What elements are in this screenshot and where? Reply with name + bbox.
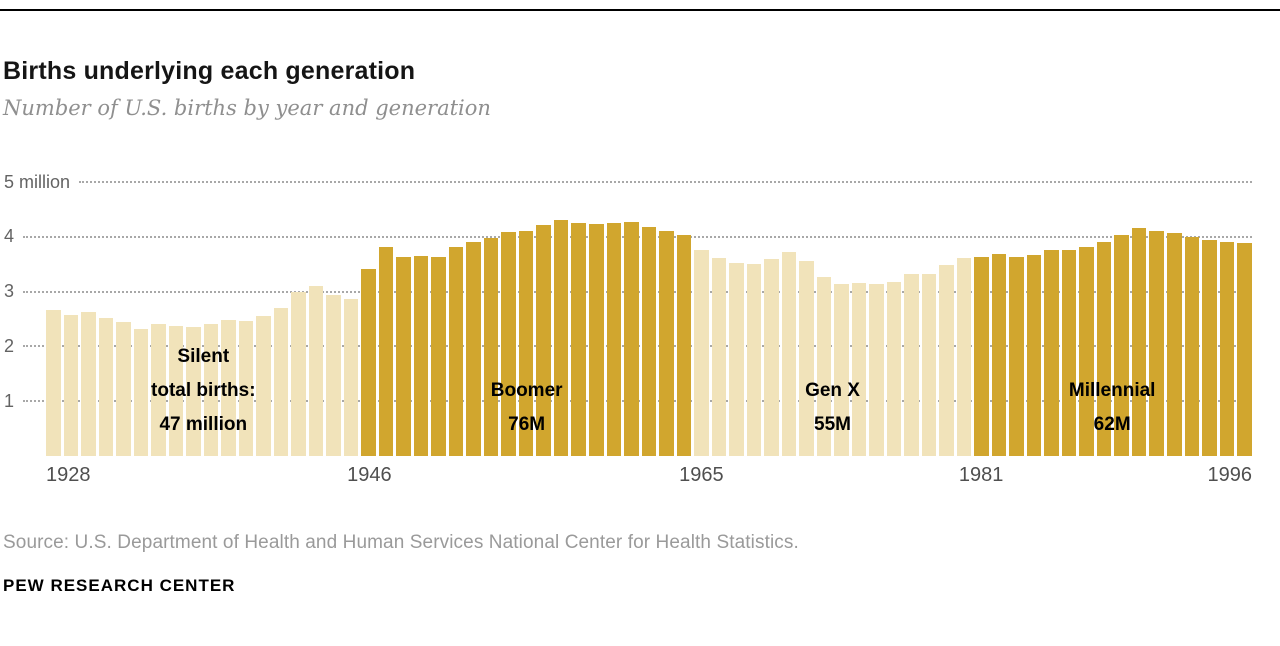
bar-1951 xyxy=(448,246,464,456)
bar-1937 xyxy=(203,323,219,456)
bar-1954 xyxy=(501,232,516,456)
bar-1973 xyxy=(834,283,849,456)
bar-1982 xyxy=(991,254,1007,456)
bar-1939 xyxy=(238,320,254,456)
gridline-dots xyxy=(79,181,1252,183)
bar-1989 xyxy=(1114,234,1129,456)
bar-1990 xyxy=(1131,228,1147,456)
bar-1984 xyxy=(1026,254,1042,456)
source-note: Source: U.S. Department of Health and Hu… xyxy=(3,532,799,553)
y-tick-label-5: 5 million xyxy=(4,171,71,192)
bar-1970 xyxy=(781,251,797,456)
bar-1995 xyxy=(1219,242,1235,456)
bar-1960 xyxy=(606,222,622,456)
bar-1949 xyxy=(413,255,429,456)
bar-1965 xyxy=(694,249,709,456)
gridline-5: 5 million xyxy=(4,171,1252,193)
bar-1941 xyxy=(273,308,289,456)
bar-1961 xyxy=(624,222,639,456)
x-tick-label-1965: 1965 xyxy=(679,464,724,486)
y-tick-label-1: 1 xyxy=(4,390,15,411)
bar-1938 xyxy=(221,319,236,456)
bar-1988 xyxy=(1096,241,1112,456)
bar-1946 xyxy=(361,269,376,456)
bar-1931 xyxy=(98,318,114,456)
bar-1955 xyxy=(518,231,534,456)
bar-1930 xyxy=(81,312,96,456)
bar-1933 xyxy=(133,329,149,456)
bar-1943 xyxy=(308,286,324,456)
bar-1934 xyxy=(151,324,166,456)
bar-1963 xyxy=(659,231,674,456)
x-tick-label-1946: 1946 xyxy=(347,464,392,486)
bars xyxy=(46,160,1252,456)
bar-1957 xyxy=(553,220,569,456)
bar-1948 xyxy=(396,256,411,456)
bar-1944 xyxy=(326,294,341,456)
top-rule xyxy=(0,9,1280,11)
bar-1967 xyxy=(729,263,744,456)
bar-1994 xyxy=(1202,239,1217,456)
bar-1979 xyxy=(939,264,954,456)
bar-1980 xyxy=(956,258,972,456)
bar-1987 xyxy=(1079,247,1094,456)
bar-1992 xyxy=(1167,232,1182,456)
bar-1942 xyxy=(291,292,306,456)
bar-1962 xyxy=(641,227,657,456)
bar-1978 xyxy=(921,273,937,456)
bar-1996 xyxy=(1237,242,1252,456)
y-tick-label-2: 2 xyxy=(4,335,15,356)
bar-1940 xyxy=(256,315,271,456)
bar-1993 xyxy=(1184,236,1200,456)
bar-1959 xyxy=(588,223,604,456)
bar-1929 xyxy=(63,314,79,456)
brand-footer: PEW RESEARCH CENTER xyxy=(3,576,236,595)
bar-1928 xyxy=(46,309,61,456)
bar-1966 xyxy=(711,258,727,456)
bar-1983 xyxy=(1009,256,1024,456)
bar-1932 xyxy=(116,322,131,456)
bar-1974 xyxy=(851,282,867,456)
bar-1956 xyxy=(536,224,551,456)
x-tick-label-1996: 1996 xyxy=(1207,464,1253,486)
bar-1971 xyxy=(799,260,814,456)
bar-1947 xyxy=(378,246,394,456)
page-title: Births underlying each generation xyxy=(3,56,416,85)
bar-1950 xyxy=(431,257,446,456)
bar-1991 xyxy=(1149,230,1164,456)
bar-1972 xyxy=(816,277,832,456)
bar-1936 xyxy=(186,326,201,456)
y-tick-label-3: 3 xyxy=(4,281,15,302)
bar-1975 xyxy=(869,283,884,456)
page-subtitle: Number of U.S. births by year and genera… xyxy=(3,96,491,120)
y-tick-label-4: 4 xyxy=(4,226,15,247)
bar-1935 xyxy=(168,325,184,456)
bar-1953 xyxy=(483,238,499,456)
x-axis: 1928 1946 1965 1981 1996 xyxy=(46,464,1252,490)
bar-1952 xyxy=(466,241,481,456)
bar-1986 xyxy=(1061,249,1077,456)
bar-1985 xyxy=(1044,249,1059,456)
bar-1945 xyxy=(343,299,359,456)
bar-1968 xyxy=(746,264,762,456)
bar-1964 xyxy=(676,235,692,456)
bar-1981 xyxy=(974,257,989,456)
bar-1969 xyxy=(764,258,779,456)
births-bar-chart: 5 million 4 3 2 1 Silent total births: 47 mill… xyxy=(4,160,1252,456)
bar-1976 xyxy=(886,282,902,456)
x-tick-label-1981: 1981 xyxy=(958,464,1004,486)
bar-1977 xyxy=(904,273,919,456)
x-tick-label-1928: 1928 xyxy=(46,464,91,486)
bar-1958 xyxy=(571,222,586,456)
